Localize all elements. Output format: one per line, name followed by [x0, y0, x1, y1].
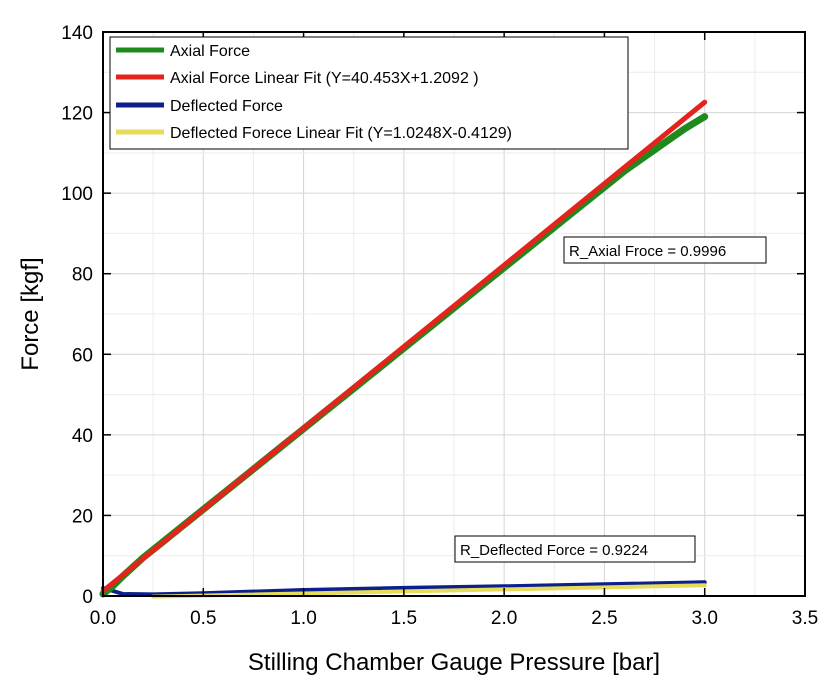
legend-label-deflected-fit: Deflected Forece Linear Fit (Y=1.0248X-0… — [170, 125, 512, 142]
legend-label-axial-force: Axial Force — [170, 43, 250, 60]
x-axis-title: Stilling Chamber Gauge Pressure [bar] — [248, 649, 660, 676]
y-tick-label: 80 — [72, 265, 93, 286]
tick-labels: 0.0 0.5 1.0 1.5 2.0 2.5 3.0 3.5 0 20 40 60 80 100 120 1… — [61, 23, 818, 629]
series-axial-fit — [100, 99, 708, 594]
legend-box — [109, 36, 629, 150]
x-tick-label: 2.5 — [591, 608, 617, 629]
x-tick-label: 3.0 — [692, 608, 718, 629]
ticks — [102, 31, 806, 597]
annotation-r-axial-box — [563, 236, 767, 264]
series-deflected-fit — [151, 583, 707, 599]
y-tick-label: 140 — [61, 23, 93, 44]
x-tick-label: 1.5 — [391, 608, 417, 629]
x-tick-label: 0.0 — [90, 608, 116, 629]
legend-label-axial-fit: Axial Force Linear Fit (Y=40.453X+1.2092… — [170, 70, 479, 87]
legend: Axial Force Axial Force Linear Fit (Y=40… — [109, 36, 629, 150]
y-tick-label: 120 — [61, 104, 93, 125]
annotation-r-deflected: R_Deflected Force = 0.9224 — [454, 535, 696, 563]
y-axis-title: Force [kgf] — [17, 257, 44, 370]
annotation-r-axial-text: R_Axial Froce = 0.9996 — [569, 243, 726, 260]
x-tick-label: 3.5 — [792, 608, 818, 629]
y-tick-label: 20 — [72, 506, 93, 527]
annotation-r-deflected-box — [454, 535, 696, 563]
y-tick-label: 60 — [72, 345, 93, 366]
y-tick-label: 40 — [72, 426, 93, 447]
annotation-r-deflected-text: R_Deflected Force = 0.9224 — [460, 542, 648, 559]
x-tick-label: 0.5 — [190, 608, 216, 629]
plot-frame — [102, 31, 806, 597]
x-tick-label: 1.0 — [290, 608, 316, 629]
y-tick-label: 100 — [61, 184, 93, 205]
y-tick-label: 0 — [82, 587, 93, 608]
annotation-r-axial: R_Axial Froce = 0.9996 — [563, 236, 767, 264]
legend-label-deflected-force: Deflected Force — [170, 98, 283, 115]
x-tick-label: 2.0 — [491, 608, 517, 629]
